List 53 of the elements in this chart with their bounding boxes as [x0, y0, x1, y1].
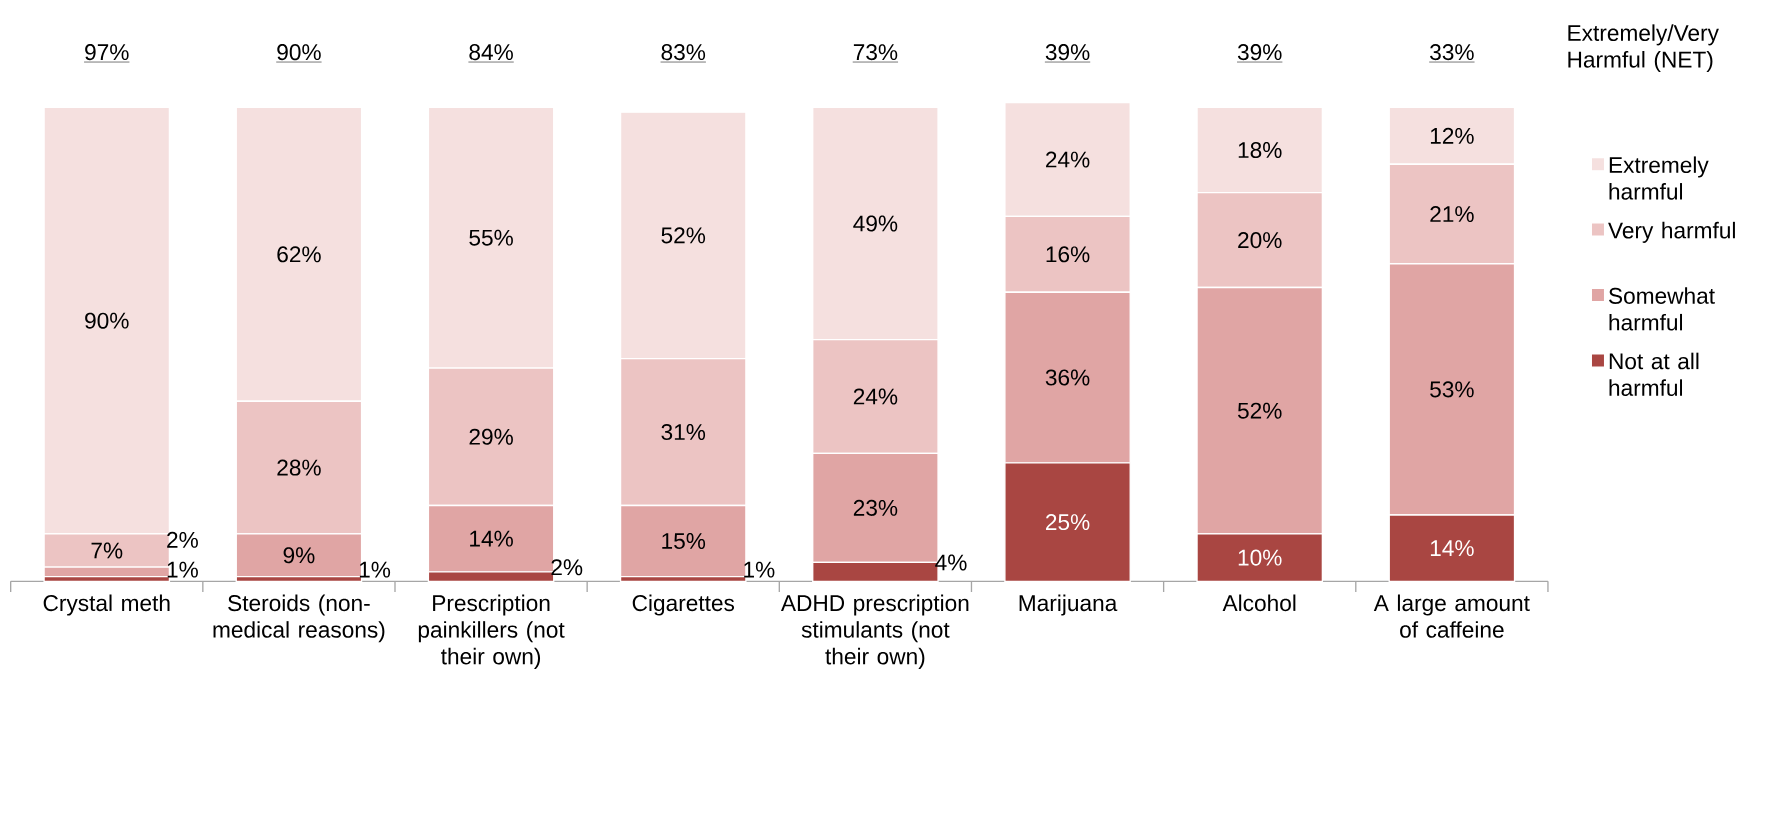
- x-tick-label: Crystal meth: [43, 594, 170, 616]
- data-label: 7%: [91, 542, 123, 559]
- text: 90%: [277, 44, 321, 61]
- legend-label: Somewhat harmful: [1609, 287, 1715, 331]
- text: 33%: [1430, 44, 1474, 61]
- x-tick-label: Cigarettes: [632, 594, 735, 616]
- data-label: 62%: [277, 246, 321, 263]
- data-label: 1%: [744, 561, 775, 578]
- x-tick-label: ADHD prescription stimulants (not their own): [780, 594, 969, 669]
- data-label: 55%: [469, 229, 513, 246]
- data-label: 16%: [1046, 246, 1090, 263]
- x-tick-label: Prescription painkillers (not their own): [418, 594, 565, 669]
- data-label: 53%: [1430, 381, 1474, 398]
- text: 97%: [85, 44, 129, 61]
- text: 39%: [1237, 44, 1282, 61]
- x-tick-label: Marijuana: [1019, 594, 1118, 616]
- x-tick-label: A large amount of caffeine: [1373, 594, 1530, 638]
- data-label: 28%: [277, 459, 321, 476]
- data-label: 2%: [551, 559, 583, 576]
- data-label: 14%: [470, 530, 513, 547]
- data-label: 24%: [853, 388, 898, 405]
- data-label: 1%: [359, 561, 391, 578]
- text: 84%: [469, 44, 513, 61]
- data-label: 52%: [661, 227, 706, 244]
- data-label: 12%: [1430, 127, 1474, 144]
- data-label: 20%: [1238, 232, 1282, 249]
- data-label: 15%: [662, 533, 706, 550]
- x-tick-label: Alcohol: [1222, 594, 1296, 612]
- legend-label: Not at all harmful: [1609, 352, 1699, 396]
- data-label: 10%: [1238, 549, 1282, 566]
- data-label: 1%: [167, 561, 198, 578]
- text: 73%: [853, 44, 898, 61]
- data-label: 24%: [1046, 151, 1090, 168]
- data-label: 23%: [853, 499, 898, 516]
- data-label: 31%: [661, 424, 706, 441]
- text: 83%: [661, 44, 706, 61]
- data-label: 21%: [1430, 206, 1474, 222]
- data-label: 9%: [283, 547, 315, 564]
- legend-label: Extremely harmful: [1609, 156, 1709, 200]
- text: 39%: [1045, 44, 1090, 61]
- data-label: 36%: [1045, 369, 1090, 386]
- data-label: 18%: [1238, 142, 1282, 159]
- data-label: 25%: [1046, 514, 1090, 531]
- data-label: 4%: [935, 554, 967, 571]
- data-label: 90%: [85, 312, 129, 329]
- data-label: 14%: [1430, 540, 1474, 557]
- data-label: 52%: [1237, 402, 1282, 419]
- data-label: 29%: [469, 428, 513, 445]
- x-tick-label: Steroids (non-medical reasons): [213, 594, 385, 643]
- data-label: 49%: [853, 215, 898, 232]
- legend-label: Very harmful: [1608, 221, 1735, 243]
- legend-title: Extremely/Very Harmful (NET): [1568, 24, 1719, 73]
- data-label: 2%: [167, 531, 198, 548]
